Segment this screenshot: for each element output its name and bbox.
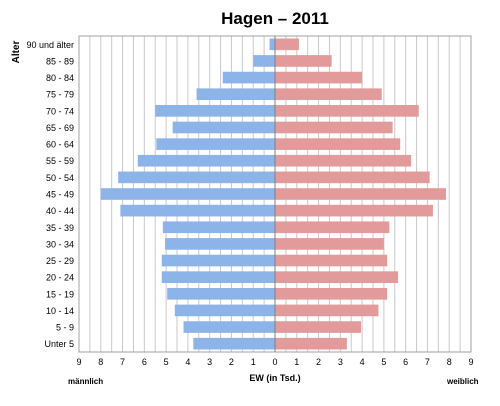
x-tick-label: 9	[76, 357, 81, 367]
bar-weiblich	[275, 38, 299, 51]
category-label: 65 - 69	[46, 123, 74, 133]
x-tick-label: 3	[207, 357, 212, 367]
bar-weiblich	[275, 238, 384, 250]
bar-maennlich	[118, 171, 275, 184]
bar-maennlich	[253, 55, 275, 67]
x-tick-label: 6	[403, 357, 408, 367]
x-tick-label: 8	[447, 357, 452, 367]
male-label: männlich	[68, 377, 103, 386]
category-label: Unter 5	[44, 339, 74, 349]
x-tick-label: 8	[98, 357, 103, 367]
x-tick-label: 6	[142, 357, 147, 367]
y-axis-label: Alter	[11, 41, 22, 64]
bar-maennlich	[172, 121, 275, 134]
bar-weiblich	[275, 304, 379, 317]
x-tick-label: 5	[381, 357, 386, 367]
category-label: 25 - 29	[46, 256, 74, 266]
bar-weiblich	[275, 287, 388, 300]
x-tick-label: 2	[229, 357, 234, 367]
category-label: 10 - 14	[46, 306, 74, 316]
x-tick-label: 4	[360, 357, 365, 367]
bar-weiblich	[275, 188, 446, 200]
bar-maennlich	[137, 154, 275, 167]
bar-weiblich	[275, 321, 362, 333]
category-label: 35 - 39	[46, 223, 74, 233]
bar-maennlich	[222, 71, 275, 84]
bar-weiblich	[275, 221, 390, 234]
bar-weiblich	[275, 138, 401, 150]
category-label: 50 - 54	[46, 173, 74, 183]
category-label: 15 - 19	[46, 289, 74, 299]
bar-maennlich	[155, 105, 275, 117]
bar-maennlich	[174, 304, 275, 317]
bar-weiblich	[275, 88, 382, 101]
bar-weiblich	[275, 154, 412, 167]
bar-weiblich	[275, 71, 363, 84]
plot-area: 90 und älter 85 - 89 80 - 84 75 - 79 70 - 74…	[26, 35, 474, 367]
bar-weiblich	[275, 55, 332, 67]
category-label: 90 und älter	[26, 40, 74, 50]
category-label: 80 - 84	[46, 73, 74, 83]
category-label: 5 - 9	[56, 323, 74, 333]
bar-maennlich	[165, 238, 275, 250]
bar-maennlich	[167, 287, 275, 300]
bar-maennlich	[183, 321, 275, 333]
x-tick-label: 2	[316, 357, 321, 367]
category-label: 20 - 24	[46, 273, 74, 283]
bar-weiblich	[275, 105, 419, 117]
chart-title: Hagen – 2011	[221, 9, 329, 28]
category-label: 75 - 79	[46, 90, 74, 100]
bar-maennlich	[162, 221, 275, 234]
bar-weiblich	[275, 121, 393, 134]
x-tick-label: 3	[338, 357, 343, 367]
x-tick-label: 1	[294, 357, 299, 367]
category-label: 60 - 64	[46, 140, 74, 150]
x-tick-label: 7	[425, 357, 430, 367]
x-tick-label: 9	[468, 357, 473, 367]
bar-weiblich	[275, 254, 388, 267]
x-axis-label: EW (in Tsd.)	[249, 373, 300, 383]
bar-maennlich	[193, 337, 275, 350]
category-label: 55 - 59	[46, 156, 74, 166]
bar-maennlich	[156, 138, 275, 150]
bar-maennlich	[269, 38, 275, 51]
x-tick-label: 4	[185, 357, 190, 367]
bar-maennlich	[161, 271, 275, 283]
category-label: 85 - 89	[46, 56, 74, 66]
bar-weiblich	[275, 204, 433, 217]
bar-maennlich	[161, 254, 275, 267]
bar-maennlich	[120, 204, 275, 217]
category-label: 30 - 34	[46, 239, 74, 249]
bar-maennlich	[196, 88, 275, 101]
x-tick-label: 0	[272, 357, 277, 367]
bar-weiblich	[275, 337, 347, 350]
x-tick-label: 7	[120, 357, 125, 367]
category-label: 40 - 44	[46, 206, 74, 216]
category-label: 45 - 49	[46, 190, 74, 200]
bar-weiblich	[275, 271, 399, 283]
female-label: weiblich	[446, 377, 479, 386]
category-label: 70 - 74	[46, 106, 74, 116]
bar-maennlich	[100, 188, 276, 200]
x-tick-label: 1	[251, 357, 256, 367]
x-tick-label: 5	[164, 357, 169, 367]
bar-weiblich	[275, 171, 430, 184]
